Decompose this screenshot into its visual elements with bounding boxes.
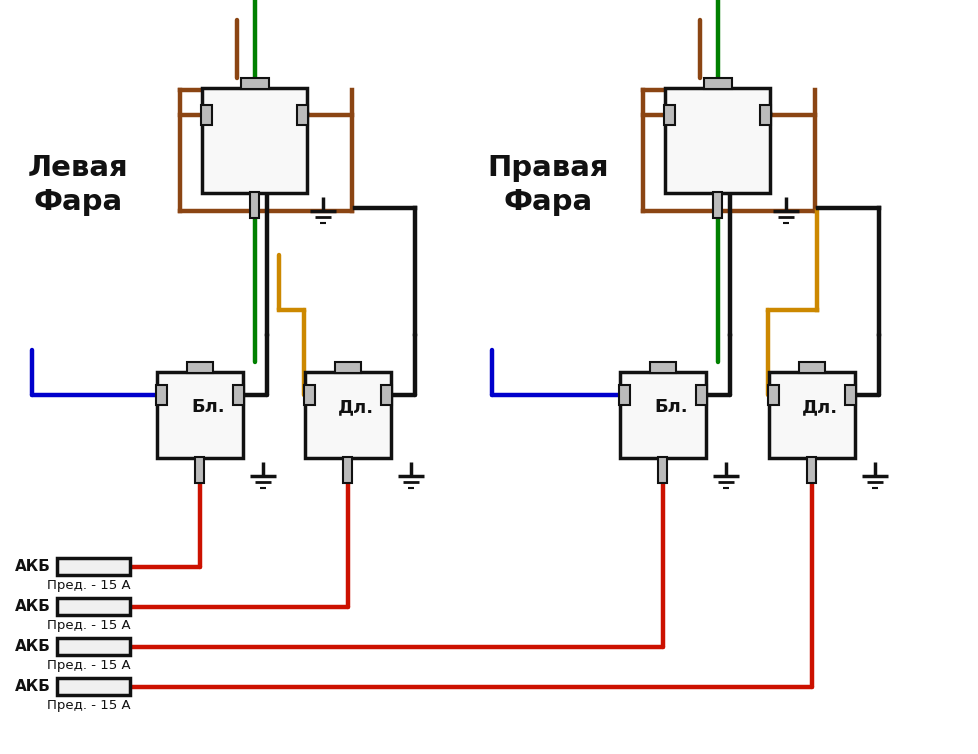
Text: Правая
Фара: Правая Фара: [487, 154, 608, 216]
Bar: [844, 385, 855, 405]
Bar: [703, 78, 732, 88]
Bar: [156, 385, 167, 405]
Bar: [665, 87, 770, 192]
Bar: [619, 372, 705, 458]
Bar: [57, 678, 130, 695]
Bar: [664, 105, 675, 125]
Bar: [196, 457, 204, 483]
Bar: [760, 105, 771, 125]
Text: Бл.: Бл.: [191, 398, 225, 416]
Bar: [695, 385, 706, 405]
Bar: [57, 598, 130, 615]
Bar: [241, 78, 269, 88]
Bar: [305, 372, 390, 458]
Text: АКБ: АКБ: [15, 599, 51, 614]
Bar: [334, 362, 361, 373]
Bar: [57, 638, 130, 655]
Bar: [343, 457, 352, 483]
Bar: [380, 385, 391, 405]
Text: Пред. - 15 А: Пред. - 15 А: [47, 579, 130, 592]
Text: Дл.: Дл.: [337, 398, 374, 416]
Text: Бл.: Бл.: [653, 398, 688, 416]
Text: Левая
Фара: Левая Фара: [27, 154, 128, 216]
Bar: [233, 385, 244, 405]
Bar: [618, 385, 630, 405]
Bar: [798, 362, 824, 373]
Bar: [187, 362, 213, 373]
Bar: [57, 558, 130, 575]
Bar: [658, 457, 667, 483]
Bar: [156, 372, 243, 458]
Text: АКБ: АКБ: [15, 679, 51, 694]
Bar: [297, 105, 308, 125]
Bar: [767, 385, 778, 405]
Text: АКБ: АКБ: [15, 559, 51, 574]
Bar: [807, 457, 816, 483]
Bar: [768, 372, 854, 458]
Bar: [713, 192, 722, 217]
Bar: [250, 192, 259, 217]
Text: Пред. - 15 А: Пред. - 15 А: [47, 659, 130, 672]
Bar: [201, 105, 212, 125]
Bar: [202, 87, 307, 192]
Text: Пред. - 15 А: Пред. - 15 А: [47, 699, 130, 712]
Text: Дл.: Дл.: [801, 398, 837, 416]
Text: АКБ: АКБ: [15, 639, 51, 654]
Text: Пред. - 15 А: Пред. - 15 А: [47, 619, 130, 632]
Bar: [649, 362, 676, 373]
Bar: [304, 385, 315, 405]
